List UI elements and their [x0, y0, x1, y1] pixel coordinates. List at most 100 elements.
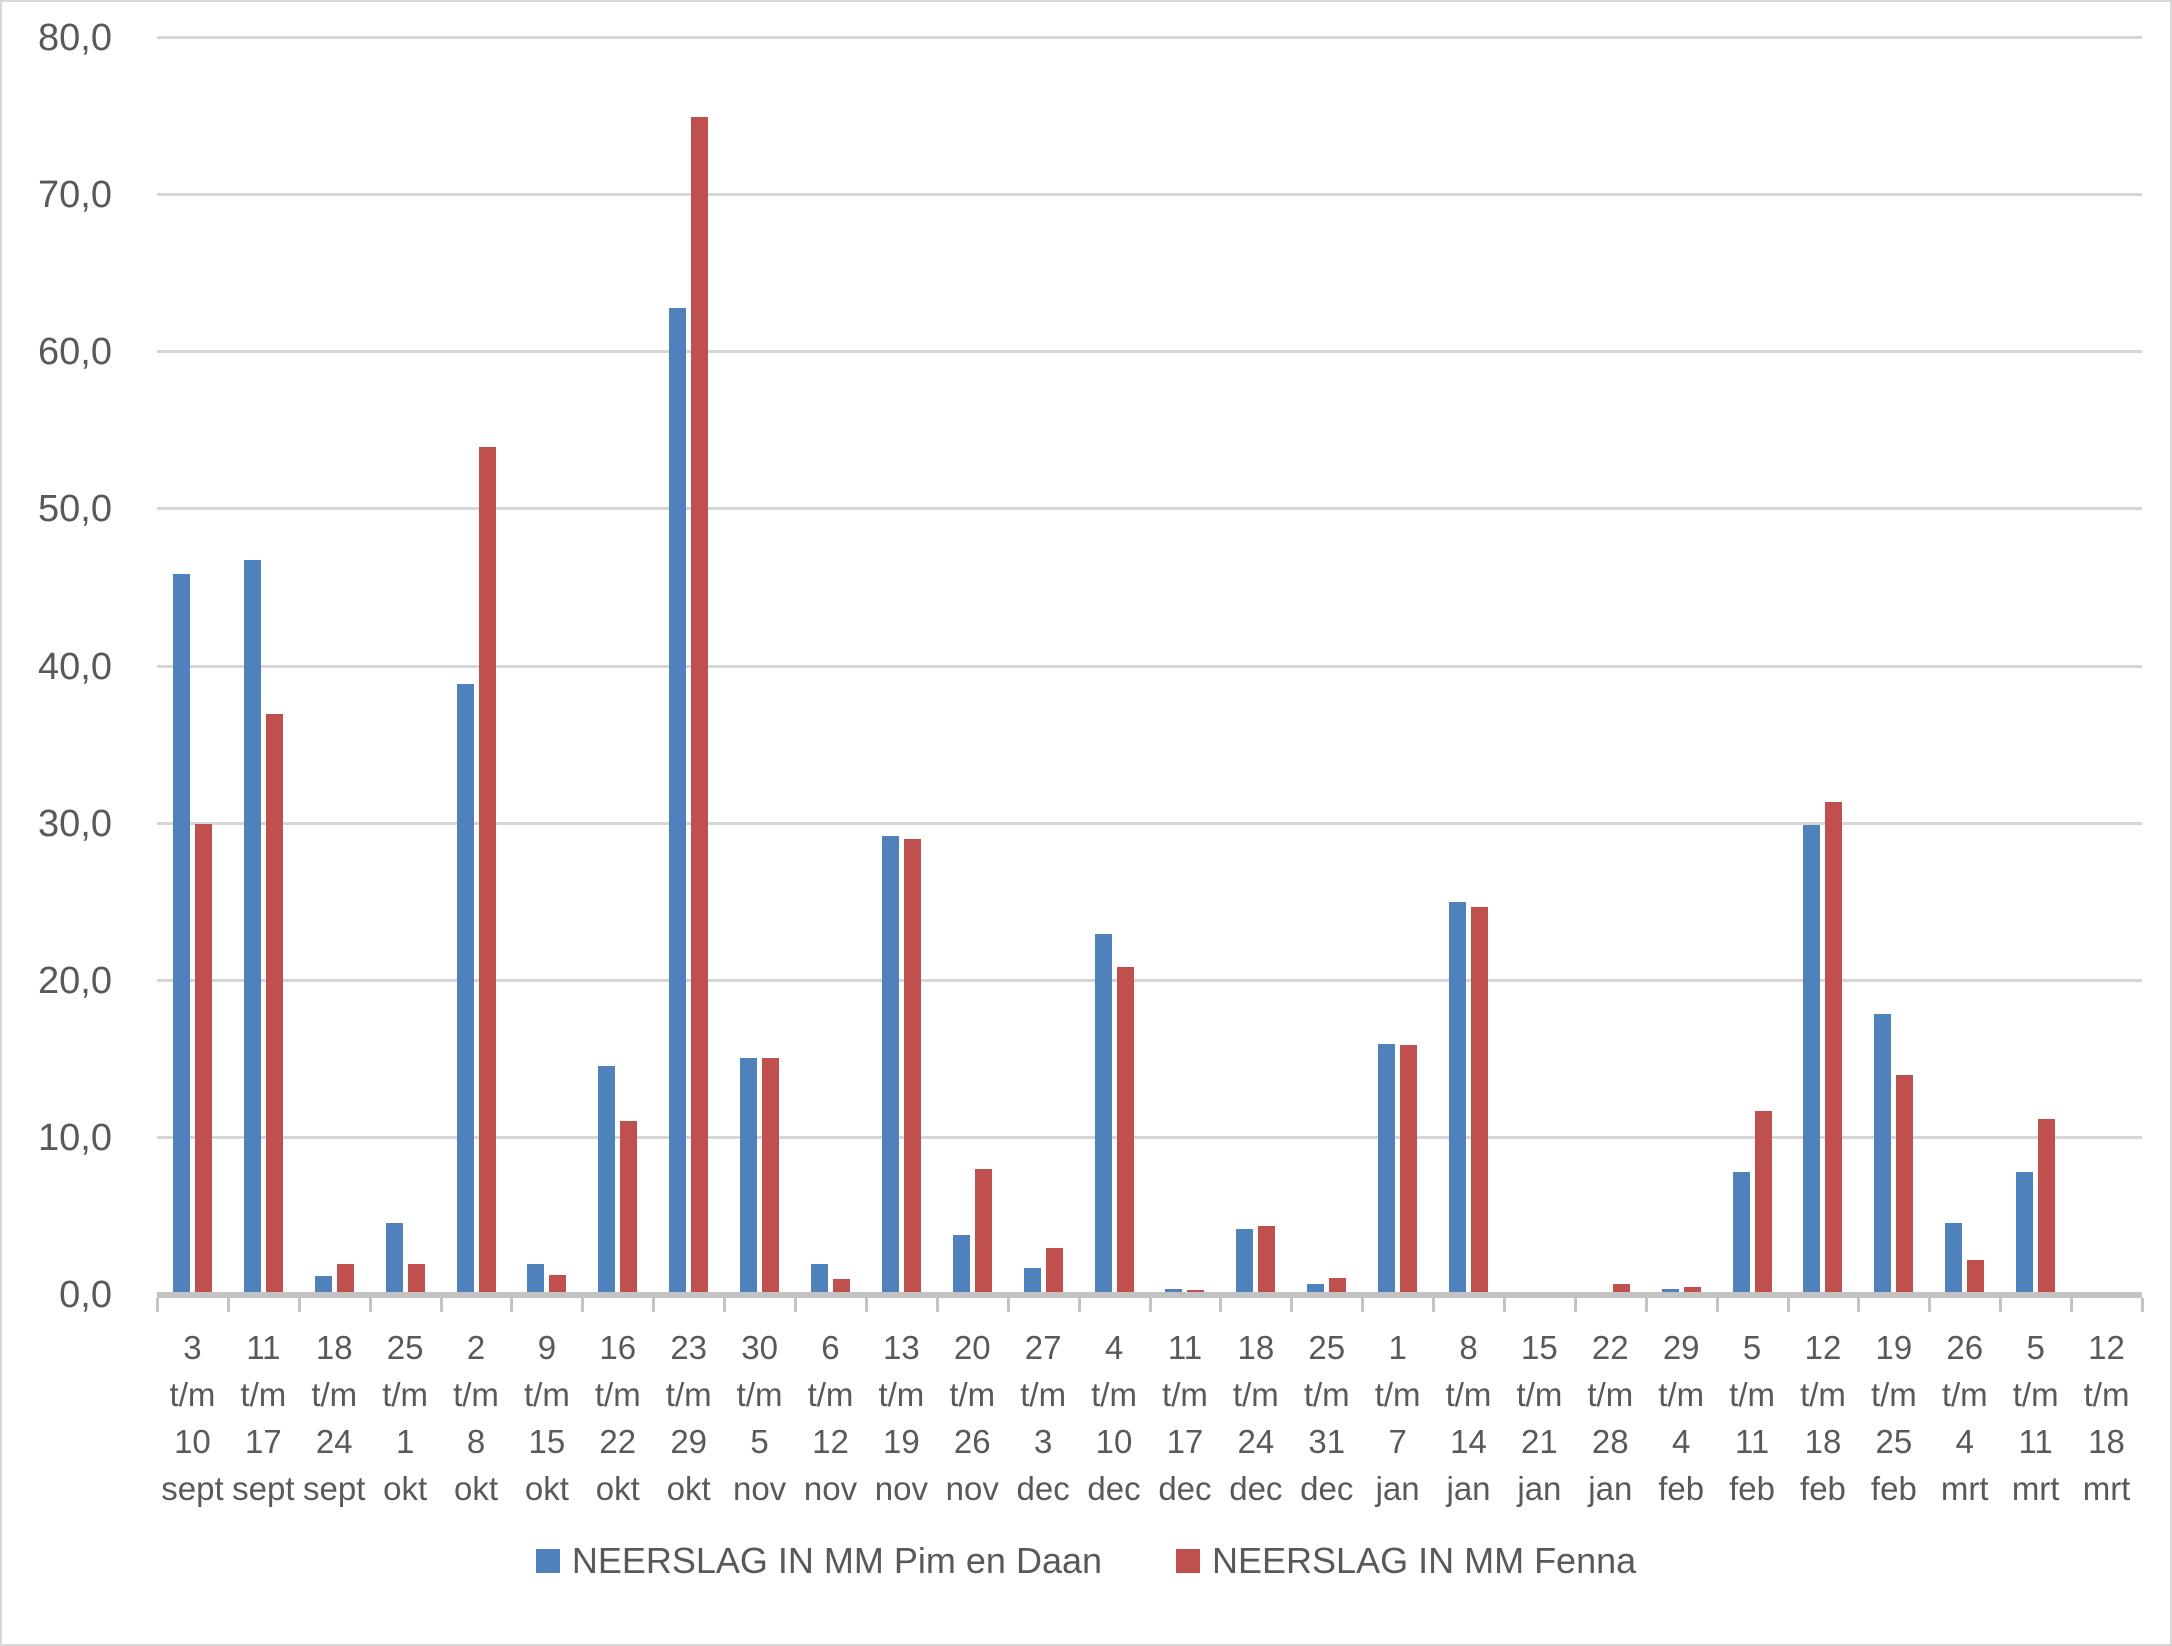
bar-group — [724, 38, 795, 1295]
x-tick-label: 20 t/m 26 nov — [945, 1329, 999, 1507]
gridline — [157, 821, 2142, 825]
x-axis-tick — [1502, 1298, 1506, 1312]
x-tick-label: 18 t/m 24 dec — [1229, 1329, 1283, 1507]
bar-group — [1575, 38, 1646, 1295]
bar-fenna — [194, 823, 212, 1295]
bar-pim-en-daan — [1236, 1229, 1254, 1295]
bar-fenna — [620, 1120, 638, 1295]
bar-fenna — [1471, 906, 1488, 1295]
bar-pim-en-daan — [1732, 1172, 1750, 1295]
x-tick-label: 1 t/m 7 jan — [1374, 1329, 1421, 1507]
bar-group — [2000, 38, 2071, 1295]
bar-fenna — [265, 713, 283, 1295]
gridline — [157, 193, 2142, 197]
bar-fenna — [1967, 1260, 1985, 1295]
bar-group — [441, 38, 512, 1295]
x-axis-tick — [794, 1298, 798, 1312]
bar-group — [1504, 38, 1575, 1295]
bar-fenna — [762, 1057, 780, 1295]
x-axis-tick — [1219, 1298, 1223, 1312]
bar-group — [157, 38, 228, 1295]
bar-pim-en-daan — [172, 573, 190, 1295]
x-tick-label: 22 t/m 28 jan — [1587, 1329, 1634, 1507]
bar-fenna — [974, 1169, 992, 1295]
x-axis-tick — [2070, 1298, 2074, 1312]
x-axis-tick — [1857, 1298, 1861, 1312]
bar-fenna — [903, 839, 921, 1295]
bar-group — [653, 38, 724, 1295]
x-axis-tick — [1077, 1298, 1081, 1312]
bar-group — [1008, 38, 1079, 1295]
legend-item-fenna: NEERSLAG IN MM Fenna — [1176, 1540, 1636, 1582]
y-tick-label: 20,0 — [38, 959, 112, 1002]
x-axis-tick — [1715, 1298, 1719, 1312]
x-tick-label: 12 t/m 18 feb — [1800, 1329, 1846, 1507]
y-tick-label: 70,0 — [38, 174, 112, 217]
legend-item-pim-en-daan: NEERSLAG IN MM Pim en Daan — [535, 1540, 1102, 1582]
bar-fenna — [1329, 1277, 1347, 1295]
bar-pim-en-daan — [1023, 1268, 1041, 1295]
legend-swatch-pim-en-daan-icon — [535, 1549, 560, 1573]
bar-pim-en-daan — [385, 1222, 403, 1295]
x-tick-label: 26 t/m 4 mrt — [1940, 1329, 1989, 1507]
x-tick-label: 5 t/m 11 feb — [1729, 1329, 1776, 1507]
bar-fenna — [691, 116, 709, 1295]
legend-swatch-fenna-icon — [1176, 1549, 1201, 1573]
y-tick-label: 10,0 — [38, 1116, 112, 1159]
bar-fenna — [1612, 1284, 1630, 1295]
y-tick-label: 30,0 — [38, 802, 112, 845]
bar-pim-en-daan — [881, 836, 899, 1295]
y-tick-label: 0,0 — [59, 1274, 112, 1316]
bar-pim-en-daan — [1094, 933, 1112, 1295]
x-axis-tick — [1786, 1298, 1790, 1312]
y-tick-label: 60,0 — [38, 331, 112, 374]
x-tick-label: 19 t/m 25 feb — [1870, 1329, 1917, 1507]
bar-pim-en-daan — [527, 1263, 545, 1295]
bar-pim-en-daan — [669, 308, 687, 1295]
x-tick-label: 3 t/m 10 sept — [161, 1329, 224, 1507]
bar-pim-en-daan — [1378, 1043, 1396, 1295]
bar-pim-en-daan — [2016, 1172, 2034, 1295]
bar-fenna — [1116, 966, 1134, 1295]
bar-group — [1362, 38, 1433, 1295]
x-axis-tick — [723, 1298, 727, 1312]
x-tick-label: 29 t/m 4 feb — [1658, 1329, 1705, 1507]
x-axis-tick — [1148, 1298, 1152, 1312]
bar-group — [1788, 38, 1859, 1295]
bar-pim-en-daan — [1661, 1288, 1679, 1295]
x-tick-label: 12 t/m 18 mrt — [2082, 1329, 2131, 1507]
x-axis-tick — [935, 1298, 939, 1312]
gridline — [157, 507, 2142, 511]
x-tick-label: 13 t/m 19 nov — [874, 1329, 928, 1507]
x-tick-label: 16 t/m 22 okt — [594, 1329, 641, 1507]
bar-group — [1646, 38, 1717, 1295]
bar-pim-en-daan — [1874, 1013, 1892, 1295]
bar-fenna — [1683, 1287, 1701, 1295]
x-tick-label: 8 t/m 14 jan — [1445, 1329, 1492, 1507]
bar-group — [1858, 38, 1929, 1295]
bar-group — [937, 38, 1008, 1295]
bar-group — [370, 38, 441, 1295]
gridline — [157, 350, 2142, 354]
x-axis-tick — [1644, 1298, 1648, 1312]
bar-fenna — [336, 1263, 354, 1295]
x-tick-label: 6 t/m 12 nov — [803, 1329, 858, 1507]
x-axis-tick — [1573, 1298, 1577, 1312]
x-axis-line — [157, 1292, 2142, 1298]
x-axis-tick — [439, 1298, 443, 1312]
bar-group — [1717, 38, 1788, 1295]
bar-pim-en-daan — [952, 1235, 970, 1295]
bar-group — [2071, 38, 2142, 1295]
x-axis-tick — [297, 1298, 301, 1312]
x-tick-label: 5 t/m 11 mrt — [2011, 1329, 2060, 1507]
bar-pim-en-daan — [598, 1065, 616, 1295]
bar-group — [866, 38, 937, 1295]
bar-group — [1150, 38, 1221, 1295]
bar-group — [1220, 38, 1291, 1295]
bar-fenna — [549, 1274, 567, 1295]
x-tick-label: 25 t/m 1 okt — [382, 1329, 429, 1507]
x-tick-label: 2 t/m 8 okt — [453, 1329, 499, 1507]
x-axis-tick — [1290, 1298, 1294, 1312]
x-tick-label: 11 t/m 17 dec — [1158, 1329, 1212, 1507]
bar-fenna — [478, 446, 496, 1295]
